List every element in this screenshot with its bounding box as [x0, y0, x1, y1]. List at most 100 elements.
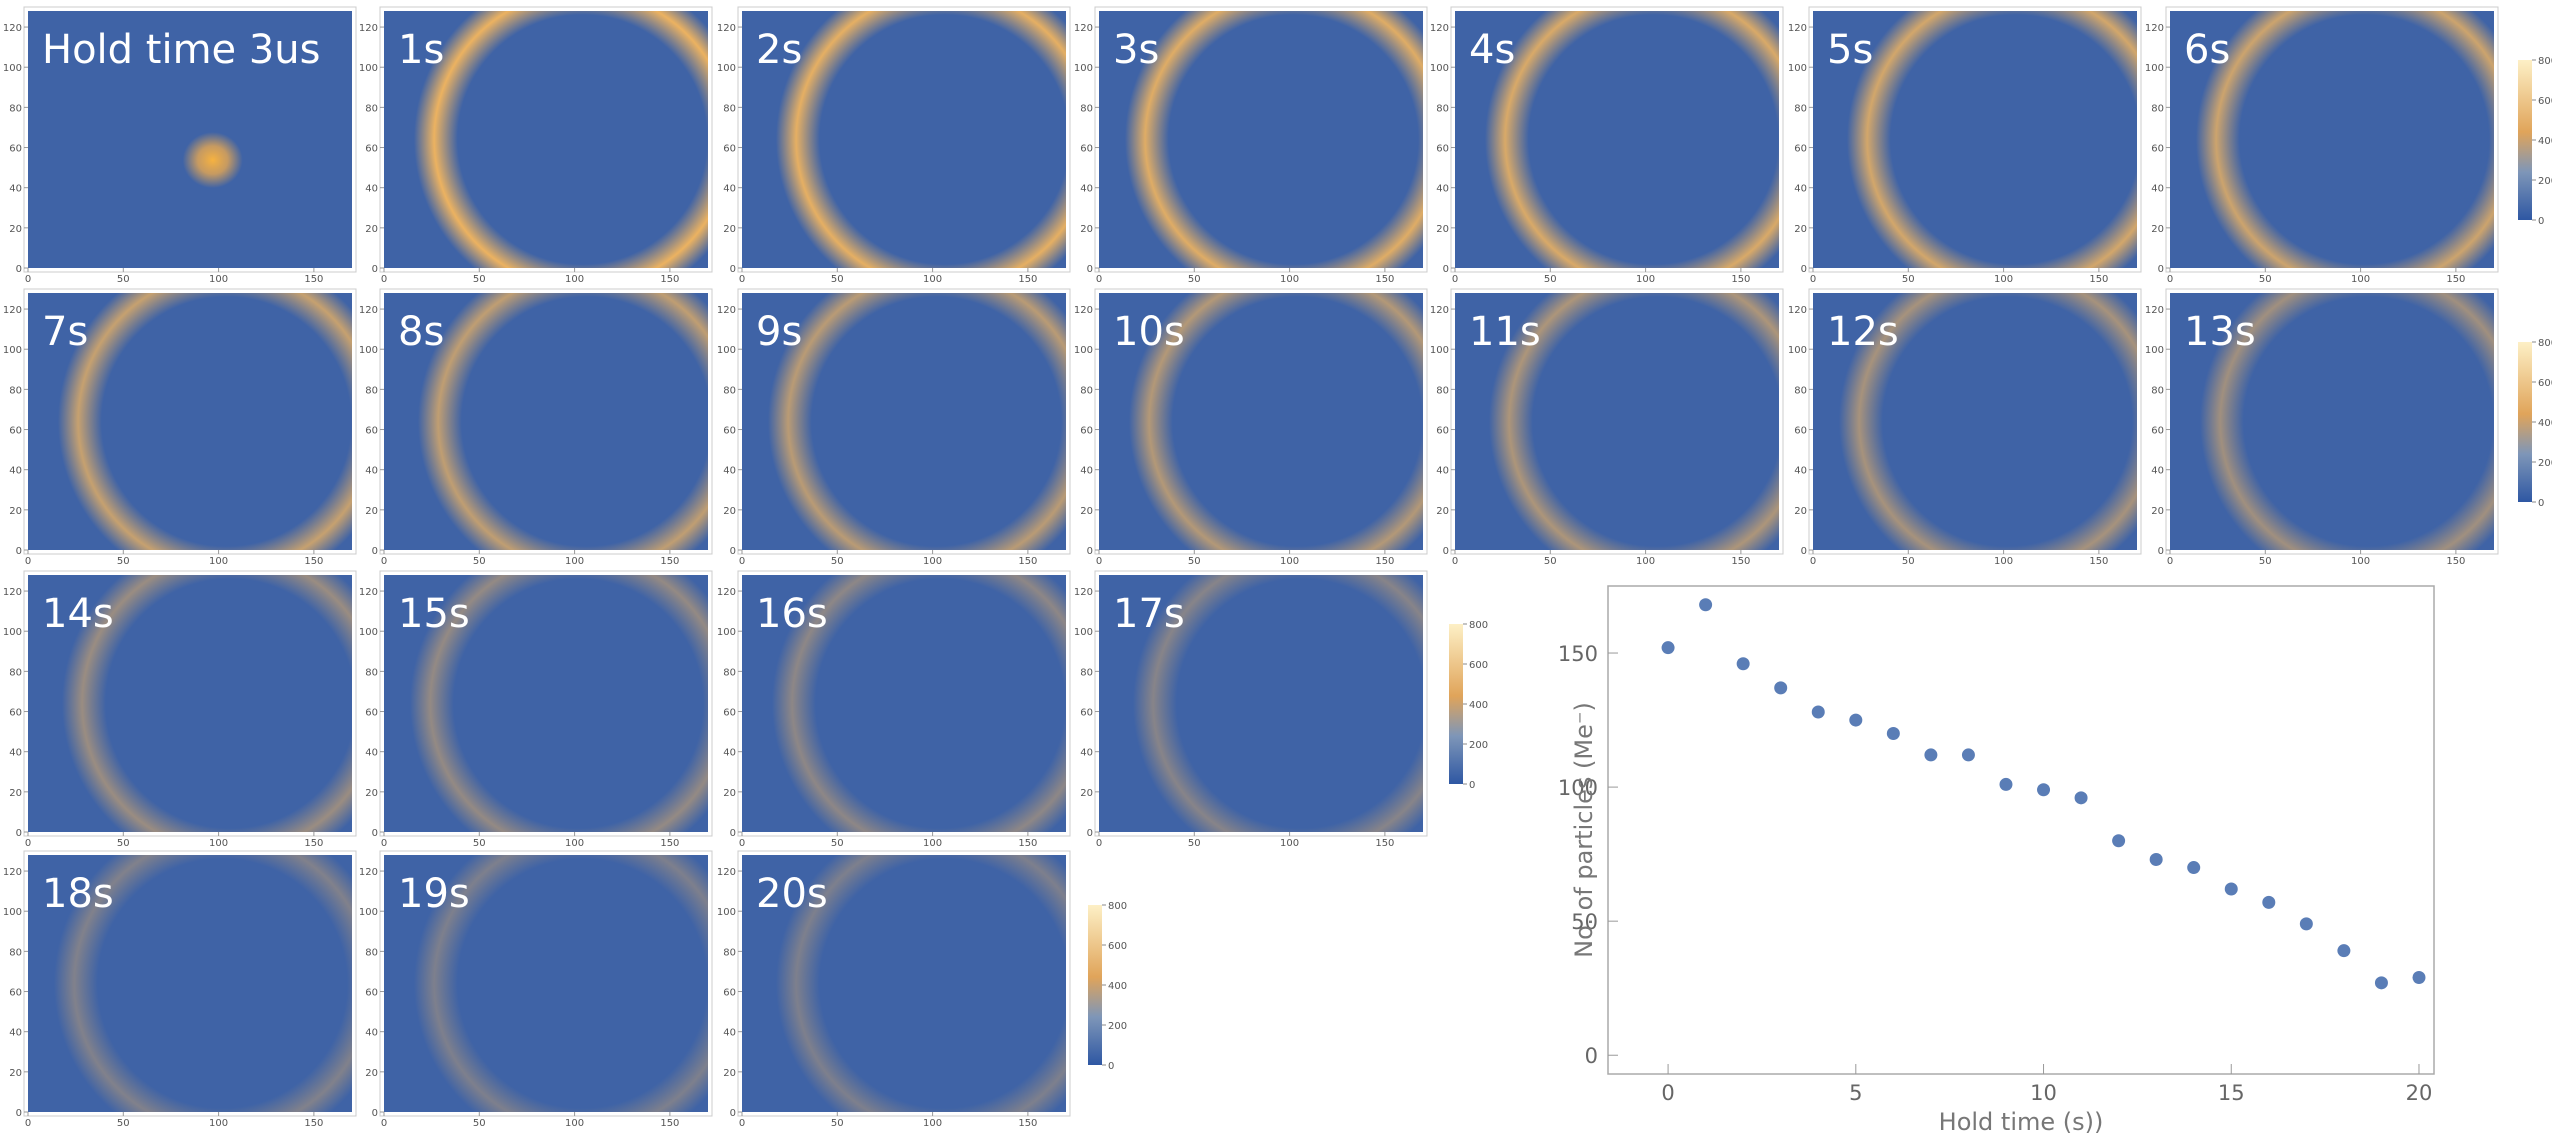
panel-y-tick-label: 80 [1436, 103, 1449, 114]
panel-x-tick-label: 0 [739, 274, 745, 285]
panel-label: 12s [1827, 309, 1899, 355]
panel-y-tick-label: 60 [1080, 708, 1093, 719]
panel-x-tick-label: 0 [1096, 274, 1102, 285]
plot-frame [1608, 586, 2434, 1074]
panel-y-tick-label: 0 [1087, 546, 1093, 557]
panel-label: 7s [42, 309, 88, 355]
panel-y-tick-label: 80 [1794, 103, 1807, 114]
panel-y-tick-label: 100 [359, 627, 378, 638]
panel-label: 15s [398, 591, 470, 637]
panel-y-tick-label: 20 [1436, 224, 1449, 235]
panel-x-tick-label: 0 [25, 556, 31, 567]
panel-y-tick-label: 100 [3, 627, 22, 638]
panel-y-tick-label: 0 [1087, 264, 1093, 275]
x-tick-label: 15 [2218, 1081, 2245, 1105]
panel-y-tick-label: 60 [723, 988, 736, 999]
panel-y-tick-label: 20 [9, 224, 22, 235]
colorbar-tick-label: 400 [1108, 981, 1127, 992]
data-point [2112, 834, 2125, 847]
panel-y-tick-label: 0 [730, 828, 736, 839]
atom-ring [62, 535, 399, 872]
panel-x-tick-label: 150 [1018, 274, 1037, 285]
data-point [2375, 976, 2388, 989]
panel-x-tick-label: 50 [473, 838, 486, 849]
panel-x-tick-label: 50 [831, 1118, 844, 1129]
panel-y-tick-label: 60 [365, 988, 378, 999]
panel-y-tick-label: 0 [372, 1108, 378, 1119]
panel-label: 8s [398, 309, 444, 355]
panel-x-tick-label: 50 [473, 1118, 486, 1129]
panel-x-tick-label: 100 [209, 556, 228, 567]
panel-label: 5s [1827, 27, 1873, 73]
panel-x-tick-label: 100 [1280, 838, 1299, 849]
colorbar-tick-label: 200 [1469, 740, 1488, 751]
panel-x-tick-label: 150 [2089, 556, 2108, 567]
panel-y-tick-label: 40 [2151, 466, 2164, 477]
colorbar-tick-label: 0 [2538, 216, 2544, 227]
panel-y-tick-label: 100 [1788, 345, 1807, 356]
panel-x-tick-label: 100 [209, 274, 228, 285]
panel-y-tick-label: 40 [365, 184, 378, 195]
panel-x-tick-label: 150 [660, 838, 679, 849]
panel-y-tick-label: 120 [359, 305, 378, 316]
colorbar-tick-label: 800 [1469, 620, 1488, 631]
panel-x-tick-label: 0 [739, 838, 745, 849]
panel-x-tick-label: 0 [381, 556, 387, 567]
panel-y-tick-label: 100 [359, 345, 378, 356]
panel-y-tick-label: 80 [1436, 385, 1449, 396]
panel-y-tick-label: 20 [365, 506, 378, 517]
panel-x-tick-label: 100 [565, 274, 584, 285]
panel-y-tick-label: 20 [365, 224, 378, 235]
panel-x-tick-label: 150 [304, 838, 323, 849]
panel-y-tick-label: 100 [717, 345, 736, 356]
panel-y-tick-label: 80 [723, 103, 736, 114]
panel-x-tick-label: 150 [1375, 838, 1394, 849]
y-tick-label: 150 [1558, 642, 1598, 666]
panel-y-tick-label: 60 [2151, 144, 2164, 155]
panel-x-tick-label: 0 [381, 1118, 387, 1129]
panel-x-tick-label: 100 [923, 274, 942, 285]
panel-y-tick-label: 60 [1080, 144, 1093, 155]
panel-x-tick-label: 50 [1188, 838, 1201, 849]
colorbar-tick-label: 200 [2538, 458, 2552, 469]
panel-x-tick-label: 50 [2259, 274, 2272, 285]
image-panel: 1s050100150020406080100120 [359, 0, 751, 308]
atom-ring [410, 535, 747, 872]
colorbar-tick-label: 400 [2538, 418, 2552, 429]
atom-ring [58, 253, 395, 590]
data-point [2300, 917, 2313, 930]
panel-label: 19s [398, 871, 470, 917]
colorbar-tick-label: 0 [1108, 1061, 1114, 1072]
data-point [2412, 971, 2425, 984]
atom-ring [1133, 535, 1470, 872]
panel-x-tick-label: 0 [25, 838, 31, 849]
atom-ring [1489, 253, 1826, 590]
panel-y-tick-label: 0 [16, 264, 22, 275]
panel-y-tick-label: 20 [723, 788, 736, 799]
panel-y-tick-label: 80 [9, 385, 22, 396]
panel-y-tick-label: 60 [2151, 426, 2164, 437]
panel-y-tick-label: 60 [365, 144, 378, 155]
panel-y-tick-label: 80 [723, 385, 736, 396]
panel-x-tick-label: 100 [565, 1118, 584, 1129]
data-point [1887, 727, 1900, 740]
panel-y-tick-label: 60 [723, 708, 736, 719]
panel-y-tick-label: 120 [1074, 587, 1093, 598]
panel-y-tick-label: 0 [1443, 546, 1449, 557]
panel-x-tick-label: 50 [117, 838, 130, 849]
panel-label: 13s [2184, 309, 2256, 355]
panel-y-tick-label: 0 [16, 828, 22, 839]
data-point [1849, 714, 1862, 727]
image-panel: 9s050100150020406080100120 [717, 253, 1105, 590]
panel-y-tick-label: 40 [2151, 184, 2164, 195]
panel-x-tick-label: 100 [923, 556, 942, 567]
panel-y-tick-label: 120 [3, 587, 22, 598]
panel-y-tick-label: 120 [1788, 305, 1807, 316]
panel-x-tick-label: 100 [209, 1118, 228, 1129]
panel-y-tick-label: 120 [717, 23, 736, 34]
panel-y-tick-label: 40 [1436, 466, 1449, 477]
panel-y-tick-label: 80 [2151, 103, 2164, 114]
panel-y-tick-label: 0 [372, 264, 378, 275]
x-tick-label: 5 [1849, 1081, 1862, 1105]
